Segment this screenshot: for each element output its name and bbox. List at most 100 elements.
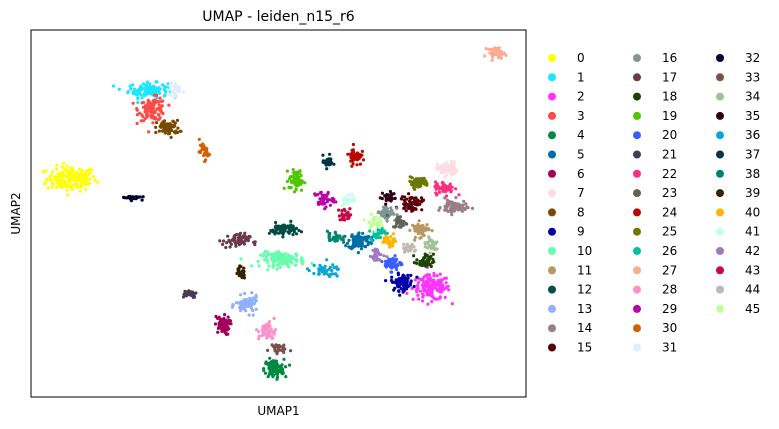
point (129, 199, 133, 203)
point (431, 295, 435, 299)
point (293, 227, 297, 231)
series-33-points (266, 343, 293, 356)
point (325, 269, 329, 273)
point (228, 319, 233, 323)
point (369, 237, 373, 241)
point (294, 263, 298, 267)
point (220, 329, 224, 333)
legend-item-6: 6 (548, 167, 585, 181)
point (282, 348, 286, 352)
point (357, 234, 361, 239)
point (205, 147, 209, 151)
legend-marker (716, 208, 724, 217)
point (390, 193, 394, 197)
point (141, 195, 145, 199)
point (423, 182, 428, 186)
legend-marker (548, 343, 556, 352)
point (233, 233, 237, 238)
point (111, 84, 116, 88)
legend-label: 17 (662, 70, 677, 84)
point (359, 247, 364, 251)
point (168, 83, 172, 87)
point (401, 223, 405, 228)
point (334, 265, 339, 269)
point (388, 245, 392, 249)
point (366, 234, 371, 239)
point (150, 113, 154, 117)
point (387, 239, 392, 244)
point (72, 175, 76, 180)
point (388, 212, 392, 216)
legend-item-35: 35 (716, 109, 760, 123)
point (418, 260, 422, 264)
point (141, 115, 145, 119)
series-7-points (434, 159, 459, 179)
point (345, 241, 350, 245)
point (488, 51, 492, 55)
legend-item-38: 38 (716, 167, 760, 181)
point (318, 197, 322, 201)
point (399, 282, 403, 286)
legend-label: 23 (662, 186, 677, 200)
legend-label: 32 (745, 51, 760, 65)
point (58, 184, 62, 188)
point (396, 216, 400, 220)
legend-marker (716, 266, 724, 275)
point (348, 207, 352, 211)
legend-label: 0 (577, 51, 585, 65)
point (351, 242, 356, 246)
point (423, 179, 427, 183)
point (363, 244, 367, 249)
point (341, 215, 345, 219)
point (323, 201, 327, 206)
point (336, 267, 340, 271)
point (402, 246, 406, 250)
point (154, 130, 158, 135)
point (275, 375, 280, 379)
point (342, 240, 346, 244)
point (405, 281, 409, 285)
legend-label: 38 (745, 167, 760, 181)
legend-marker (548, 54, 556, 62)
point (333, 272, 337, 276)
point (284, 375, 288, 379)
point (178, 129, 182, 133)
point (189, 290, 193, 294)
point (456, 202, 460, 206)
point (131, 83, 135, 87)
point (434, 297, 438, 301)
legend-marker (633, 343, 641, 352)
point (440, 278, 444, 282)
point (443, 167, 447, 171)
point (131, 101, 135, 105)
point (330, 269, 334, 273)
point (492, 49, 496, 53)
point (288, 175, 292, 179)
point (393, 254, 397, 258)
point (131, 196, 135, 200)
point (435, 247, 439, 251)
point (68, 184, 72, 188)
series-23-points (385, 213, 409, 229)
point (96, 180, 100, 184)
point (287, 185, 291, 189)
legend-marker (633, 247, 641, 255)
point (236, 270, 240, 274)
point (408, 200, 412, 204)
point (396, 273, 400, 277)
point (289, 219, 293, 223)
legend-item-4: 4 (548, 128, 585, 142)
point (411, 297, 415, 301)
point (299, 182, 303, 186)
legend-marker (633, 285, 641, 294)
point (222, 316, 226, 321)
point (160, 99, 164, 104)
point (429, 264, 433, 269)
point (425, 273, 429, 277)
point (273, 259, 277, 263)
legend-label: 13 (577, 302, 592, 316)
legend-label: 33 (745, 70, 760, 84)
legend-label: 25 (662, 225, 677, 239)
point (334, 235, 338, 239)
point (147, 130, 151, 134)
